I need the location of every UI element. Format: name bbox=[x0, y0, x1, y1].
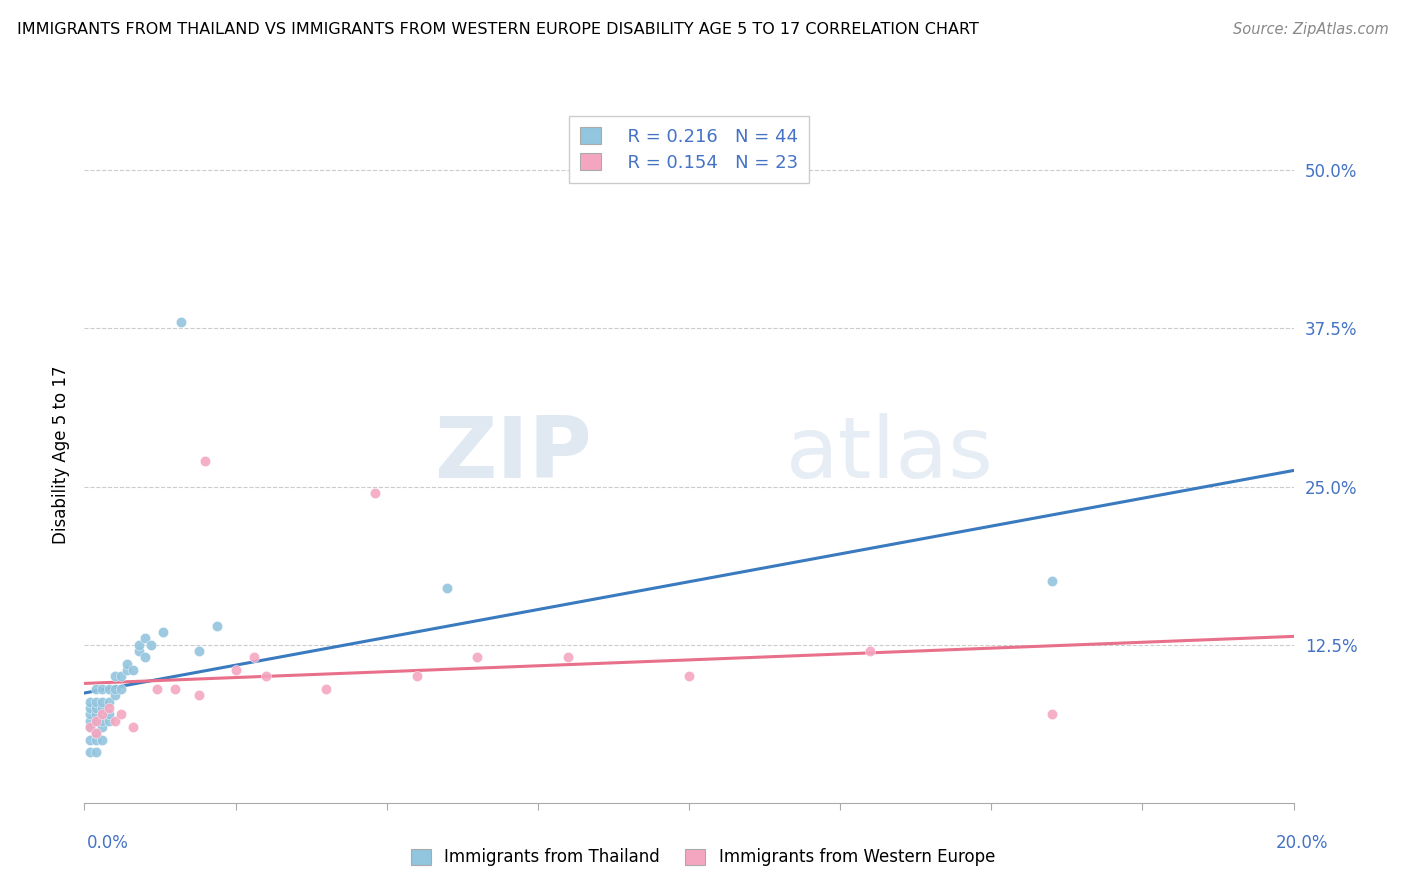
Point bbox=[188, 644, 211, 658]
Point bbox=[86, 681, 108, 696]
Point bbox=[91, 732, 114, 747]
Point bbox=[86, 726, 108, 740]
Point bbox=[146, 681, 169, 696]
Point bbox=[254, 669, 277, 683]
Point bbox=[1040, 707, 1063, 722]
Point bbox=[194, 454, 217, 468]
Point bbox=[110, 707, 132, 722]
Point bbox=[188, 688, 211, 702]
Point bbox=[91, 695, 114, 709]
Point bbox=[86, 714, 108, 728]
Legend:   R = 0.216   N = 44,   R = 0.154   N = 23: R = 0.216 N = 44, R = 0.154 N = 23 bbox=[569, 116, 808, 183]
Point bbox=[406, 669, 429, 683]
Text: Source: ZipAtlas.com: Source: ZipAtlas.com bbox=[1233, 22, 1389, 37]
Legend: Immigrants from Thailand, Immigrants from Western Europe: Immigrants from Thailand, Immigrants fro… bbox=[402, 840, 1004, 875]
Point bbox=[97, 714, 120, 728]
Point bbox=[86, 732, 108, 747]
Point bbox=[315, 681, 337, 696]
Point bbox=[79, 720, 101, 734]
Point bbox=[86, 695, 108, 709]
Point bbox=[170, 315, 193, 329]
Point bbox=[86, 707, 108, 722]
Point bbox=[104, 714, 127, 728]
Point bbox=[86, 714, 108, 728]
Text: 20.0%: 20.0% bbox=[1277, 834, 1329, 852]
Point bbox=[97, 681, 120, 696]
Point bbox=[79, 745, 101, 759]
Point bbox=[79, 695, 101, 709]
Point bbox=[1040, 574, 1063, 589]
Point bbox=[152, 625, 174, 640]
Point bbox=[207, 618, 229, 632]
Point bbox=[91, 701, 114, 715]
Point bbox=[79, 714, 101, 728]
Point bbox=[79, 720, 101, 734]
Point bbox=[97, 695, 120, 709]
Point bbox=[115, 657, 138, 671]
Y-axis label: Disability Age 5 to 17: Disability Age 5 to 17 bbox=[52, 366, 70, 544]
Point bbox=[557, 650, 579, 665]
Point bbox=[163, 681, 186, 696]
Text: 0.0%: 0.0% bbox=[87, 834, 129, 852]
Point bbox=[678, 669, 700, 683]
Text: IMMIGRANTS FROM THAILAND VS IMMIGRANTS FROM WESTERN EUROPE DISABILITY AGE 5 TO 1: IMMIGRANTS FROM THAILAND VS IMMIGRANTS F… bbox=[17, 22, 979, 37]
Point bbox=[225, 663, 247, 677]
Point bbox=[104, 688, 127, 702]
Point bbox=[86, 726, 108, 740]
Text: atlas: atlas bbox=[786, 413, 994, 497]
Point bbox=[363, 486, 385, 500]
Point bbox=[128, 638, 150, 652]
Point bbox=[79, 701, 101, 715]
Point bbox=[86, 701, 108, 715]
Point bbox=[91, 720, 114, 734]
Text: ZIP: ZIP bbox=[434, 413, 592, 497]
Point bbox=[134, 650, 156, 665]
Point bbox=[91, 707, 114, 722]
Point bbox=[115, 663, 138, 677]
Point bbox=[139, 638, 162, 652]
Point bbox=[97, 701, 120, 715]
Point bbox=[110, 681, 132, 696]
Point bbox=[91, 714, 114, 728]
Point bbox=[242, 650, 264, 665]
Point bbox=[79, 732, 101, 747]
Point bbox=[86, 745, 108, 759]
Point bbox=[91, 681, 114, 696]
Point bbox=[859, 644, 882, 658]
Point bbox=[104, 681, 127, 696]
Point bbox=[128, 644, 150, 658]
Point bbox=[110, 669, 132, 683]
Point bbox=[436, 581, 458, 595]
Point bbox=[79, 707, 101, 722]
Point bbox=[97, 707, 120, 722]
Point bbox=[121, 720, 143, 734]
Point bbox=[104, 669, 127, 683]
Point bbox=[467, 650, 489, 665]
Point bbox=[121, 663, 143, 677]
Point bbox=[134, 632, 156, 646]
